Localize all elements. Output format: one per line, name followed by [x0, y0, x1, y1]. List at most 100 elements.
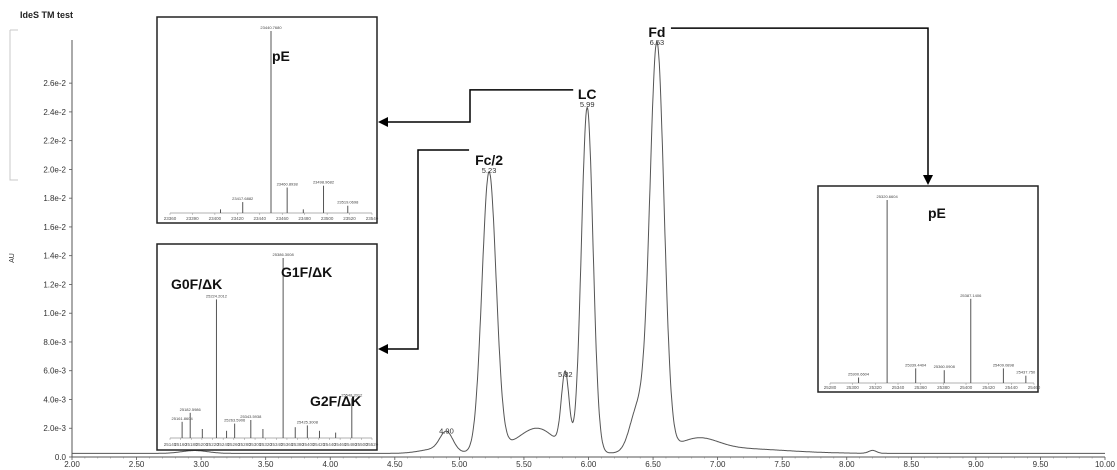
inset-tick-label: 25160 [174, 442, 187, 447]
y-tick-label: 4.0e-3 [43, 395, 66, 404]
inset-peak-label: 23460.8938 [277, 182, 299, 187]
inset-peak-label: 25320.6604 [877, 194, 899, 199]
inset-annotation-g0f: G0F/ΔK [171, 276, 222, 292]
inset-tick-label: 25140 [164, 442, 177, 447]
callout-arrows [378, 27, 933, 354]
x-tick-label: 5.50 [516, 460, 532, 469]
inset-tick-label: 25400 [960, 385, 973, 390]
chart-title: IdeS TM test [20, 10, 73, 20]
peak-rt-label: 5.82 [558, 370, 573, 379]
inset-tick-label: 25420 [313, 442, 326, 447]
inset-tick-label: 23440 [254, 216, 267, 221]
x-tick-label: 3.50 [258, 460, 274, 469]
inset-tick-label: 23420 [231, 216, 244, 221]
y-tick-label: 1.2e-2 [43, 280, 66, 289]
peak-rt-label: 5.99 [580, 100, 595, 109]
inset-peak-label: 25360.0908 [934, 364, 956, 369]
peak-name-label: Fc/2 [475, 152, 503, 168]
peak-rt-label: 4.90 [439, 426, 454, 435]
y-tick-label: 0.0 [55, 453, 67, 462]
inset-lc-mass: 23360 23390 23400 23420 23440 23460 23480 23500… [156, 16, 379, 224]
mass-spectrum-insets: 23360 23390 23400 23420 23440 23460 23480 23500… [156, 16, 1041, 451]
peak-name-label: LC [578, 86, 597, 102]
inset-tick-label: 25300 [846, 385, 859, 390]
inset-tick-label: 25360 [281, 442, 294, 447]
axes: 2.00 2.50 3.00 3.50 4.00 4.50 5.00 5.50 6.00 6.50… [9, 29, 1116, 469]
inset-tick-label: 25400 [302, 442, 315, 447]
y-tick-label: 2.6e-2 [43, 79, 66, 88]
inset-peak-label: 25300.6604 [848, 372, 870, 377]
inset-tick-label: 25420 [982, 385, 995, 390]
inset-tick-label: 25440 [1005, 385, 1018, 390]
arrow-lc-to-inset [378, 89, 574, 127]
y-tick-label: 2.0e-2 [43, 165, 66, 174]
inset-peak-label: 25425.3008 [297, 419, 319, 424]
y-tick-label: 1.0e-2 [43, 309, 66, 318]
y-tick-label: 1.4e-2 [43, 252, 66, 261]
x-tick-label: 9.00 [968, 460, 984, 469]
inset-tick-label: 25360 [914, 385, 927, 390]
inset-peak-label: 25387.1406 [960, 293, 982, 298]
x-tick-label: 6.00 [581, 460, 597, 469]
y-tick-label: 1.8e-2 [43, 194, 66, 203]
inset-annotation-g2f: G2F/ΔK [310, 393, 361, 409]
inset-tick-label: 23390 [186, 216, 199, 221]
inset-peak-label: 25263.5906 [224, 418, 246, 423]
inset-annotation: pE [272, 48, 290, 64]
arrow-fd-to-inset [670, 27, 933, 185]
inset-peak-label: 25161.8604 [172, 416, 194, 421]
inset-peak-label: 25437.750 [1016, 370, 1036, 375]
inset-tick-label: 25460 [334, 442, 347, 447]
inset-peak-label: 25409.0898 [993, 362, 1015, 367]
x-tick-label: 3.00 [193, 460, 209, 469]
y-tick-label: 1.6e-2 [43, 223, 66, 232]
x-tick-label: 7.00 [710, 460, 726, 469]
y-tick-label: 2.4e-2 [43, 108, 66, 117]
x-tick-label: 8.50 [904, 460, 920, 469]
chromatogram-trace [72, 41, 1105, 454]
trace-line [72, 41, 1105, 454]
y-tick-label: 8.0e-3 [43, 338, 66, 347]
inset-peak-label: 25343.5938 [240, 414, 262, 419]
inset-peak-label: 25182.5986 [180, 407, 202, 412]
inset-tick-label: 25320 [869, 385, 882, 390]
inset-peak-label: 23417.6882 [232, 196, 254, 201]
inset-tick-label: 25500 [355, 442, 368, 447]
inset-tick-label: 23540 [366, 216, 379, 221]
inset-tick-label: 25220 [206, 442, 219, 447]
peak-name-label: Fd [648, 24, 665, 40]
x-tick-label: 9.50 [1033, 460, 1049, 469]
inset-tick-label: 23360 [164, 216, 177, 221]
y-tick-label: 2.2e-2 [43, 137, 66, 146]
inset-tick-label: 23520 [343, 216, 356, 221]
inset-peak-label: 25224.2012 [206, 293, 228, 298]
inset-tick-label: 23460 [276, 216, 289, 221]
x-tick-label: 4.00 [322, 460, 338, 469]
inset-frame [156, 243, 378, 451]
x-tick-label: 2.00 [64, 460, 80, 469]
x-tick-label: 2.50 [129, 460, 145, 469]
inset-tick-label: 25460 [1028, 385, 1041, 390]
inset-tick-label: 25520 [366, 442, 379, 447]
inset-frame [817, 185, 1039, 393]
inset-fc-mass: 2514025160251802520025220252402526025280… [156, 243, 379, 451]
y-tick-label: 6.0e-3 [43, 367, 66, 376]
inset-peak-label: 23498.9682 [313, 180, 335, 185]
inset-tick-label: 25240 [217, 442, 230, 447]
x-tick-label: 6.50 [645, 460, 661, 469]
inset-tick-label: 25380 [291, 442, 304, 447]
peak-rt-label: 5.23 [482, 166, 497, 175]
inset-tick-label: 25300 [249, 442, 262, 447]
y-tick-label: 2.0e-3 [43, 424, 66, 433]
peak-rt-label: 6.53 [650, 38, 665, 47]
inset-peak-label: 23519.0698 [337, 200, 359, 205]
x-tick-label: 8.00 [839, 460, 855, 469]
x-tick-label: 10.00 [1095, 460, 1116, 469]
inset-tick-label: 25380 [937, 385, 950, 390]
inset-peak-label: 25386.3008 [273, 252, 295, 257]
x-tick-label: 4.50 [387, 460, 403, 469]
inset-tick-label: 25440 [323, 442, 336, 447]
